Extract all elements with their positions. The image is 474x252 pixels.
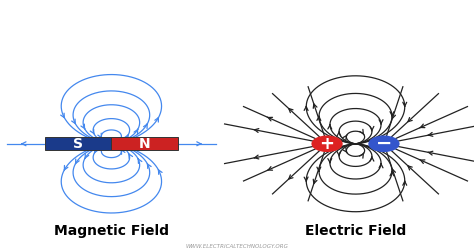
Circle shape <box>368 136 400 152</box>
Circle shape <box>311 136 343 152</box>
FancyBboxPatch shape <box>45 137 111 150</box>
Text: WWW.ELECTRICALTECHNOLOGY.ORG: WWW.ELECTRICALTECHNOLOGY.ORG <box>185 244 289 249</box>
Text: Electric Field: Electric Field <box>305 224 406 238</box>
Text: N: N <box>139 137 150 151</box>
FancyBboxPatch shape <box>111 137 178 150</box>
Text: +: + <box>319 135 335 153</box>
Text: S: S <box>73 137 83 151</box>
Text: −: − <box>376 134 392 153</box>
Text: Magnetic Field vs.  Electric Field: Magnetic Field vs. Electric Field <box>46 10 428 29</box>
Text: Magnetic Field: Magnetic Field <box>54 224 169 238</box>
